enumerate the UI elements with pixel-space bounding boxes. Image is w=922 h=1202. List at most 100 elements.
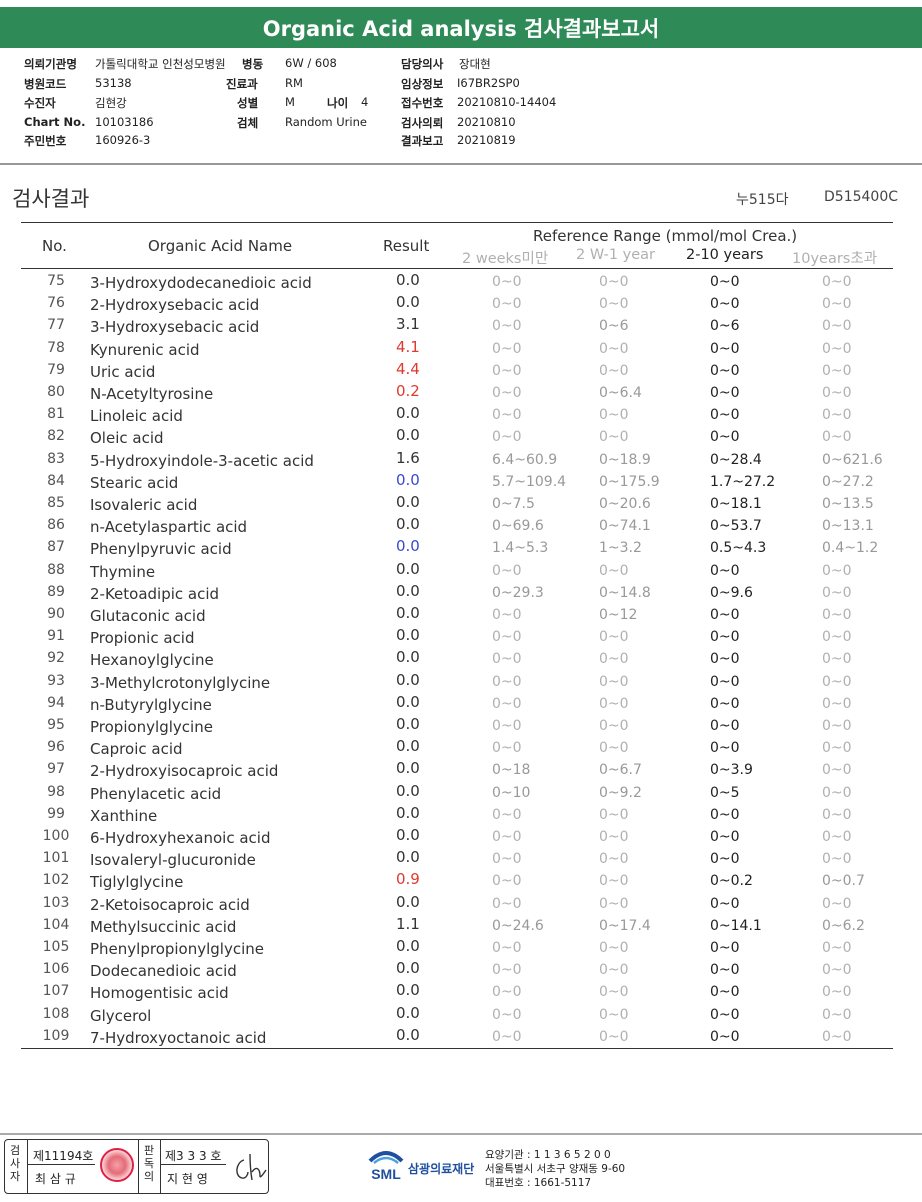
patient-label: 수진자 [24,96,56,110]
reference-range-3: 0~0 [710,362,740,379]
reference-range-4: 0~0 [822,806,852,823]
table-row: 88 Thymine 0.0 0~0 0~0 0~0 0~0 [0,560,922,582]
reference-range-1: 0~0 [492,962,522,979]
row-number: 93 [47,672,65,689]
reference-range-2: 0~0 [599,673,629,690]
row-number: 94 [47,694,65,711]
reference-range-1: 0~0 [492,429,522,446]
reference-range-3: 1.7~27.2 [710,473,776,490]
ref-col-3: 10years초과 [792,251,878,267]
reference-range-1: 0~29.3 [492,584,544,601]
acid-name: Methylsuccinic acid [90,917,237,936]
code-b: D515400C [824,189,898,205]
reference-range-3: 0~0 [710,651,740,668]
reference-range-2: 0~0 [599,718,629,734]
reference-range-2: 0~6.4 [599,385,642,401]
id-label: 주민번호 [24,134,67,148]
acid-name: 3-Hydroxysebacic acid [90,318,260,337]
acid-name: 5-Hydroxyindole-3-acetic acid [90,451,314,470]
specimen-label: 검체 [237,116,259,130]
reference-range-4: 0~0 [822,429,852,446]
reference-range-3: 0~0 [710,984,740,1001]
reference-range-4: 0~0 [822,584,852,601]
reference-range-2: 0~175.9 [599,473,660,490]
institution-label: 의뢰기관명 [24,57,77,71]
reference-range-2: 0~0 [599,1006,629,1023]
reference-range-3: 0~0 [710,806,740,823]
row-number: 80 [47,384,65,400]
result-value: 1.6 [396,448,420,467]
reference-range-3: 0~0 [710,429,740,446]
reference-range-3: 0~14.1 [710,917,762,934]
table-row: 90 Glutaconic acid 0.0 0~0 0~12 0~0 0~0 [0,604,922,626]
sml-logo-text: SML [371,1166,401,1182]
reference-range-3: 0~0 [710,695,740,712]
col-no-header: No. [42,237,67,255]
row-number: 87 [47,539,65,556]
official-seal-icon [100,1148,134,1182]
acid-name: n-Acetylaspartic acid [90,518,248,537]
examiner-label: 검사자 [9,1144,21,1183]
clinical-label: 임상정보 [401,77,444,91]
reference-range-3: 0~0 [710,829,740,845]
reference-range-4: 0~0 [822,1006,852,1023]
reference-range-3: 0~0 [710,385,740,401]
acid-name: 3-Hydroxydodecanedioic acid [90,274,312,292]
reference-range-2: 0~18.9 [599,451,651,468]
hospital-code-label: 병원코드 [24,77,67,91]
reference-range-3: 0~0 [710,718,740,734]
table-row: 94 n-Butyrylglycine 0.0 0~0 0~0 0~0 0~0 [0,693,922,715]
acid-name: 2-Hydroxysebacic acid [90,296,260,315]
row-number: 97 [47,761,65,778]
table-row: 81 Linoleic acid 0.0 0~0 0~0 0~0 0~0 [0,404,922,426]
result-value: 0.0 [396,981,420,1000]
table-row: 100 6-Hydroxyhexanoic acid 0.0 0~0 0~0 0~0 0~0 [0,826,922,848]
table-row: 99 Xanthine 0.0 0~0 0~0 0~0 0~0 [0,804,922,826]
patient-value: 김현강 [95,96,127,110]
result-value: 0.0 [396,626,420,645]
receipt-value: 20210810-14404 [457,95,557,109]
brand-name: 삼광의료재단 [408,1162,475,1176]
reference-range-2: 0~0 [599,274,629,290]
reference-range-2: 0~0 [599,296,629,313]
result-value: 0.9 [396,870,420,889]
acid-name: 2-Hydroxyisocaproic acid [90,762,279,781]
table-row: 80 N-Acetyltyrosine 0.2 0~0 0~6.4 0~0 0~0 [0,382,922,404]
acid-name: Propionic acid [90,629,195,648]
row-number: 95 [47,717,65,733]
report-title: Organic Acid analysis 검사결과보고서 [0,0,922,48]
reference-range-4: 0~0 [822,296,852,313]
ref-col-2: 2-10 years [686,247,764,263]
row-number: 108 [42,1005,70,1022]
acid-name: Phenylpropionylglycine [90,940,265,958]
acid-name: Tiglylglycine [90,873,184,892]
ref-col-0: 2 weeks미만 [462,251,549,267]
reference-range-4: 0~0 [822,895,852,912]
row-number: 86 [47,517,65,534]
table-row: 82 Oleic acid 0.0 0~0 0~0 0~0 0~0 [0,426,922,448]
table-row: 96 Caproic acid 0.0 0~0 0~0 0~0 0~0 [0,737,922,759]
reviewer-name: 지 현 영 [167,1172,208,1186]
reference-range-1: 0~0 [492,895,522,912]
acid-name: Glutaconic acid [90,607,206,625]
col-ref-header: Reference Range (mmol/mol Crea.) [533,227,798,245]
dept-label: 진료과 [226,77,258,91]
reference-range-3: 0~0 [710,607,740,623]
result-value: 0.0 [396,781,420,800]
doctor-label: 담당의사 [401,57,444,71]
reference-range-4: 0~0 [822,673,852,690]
result-value: 1.1 [396,914,420,933]
acid-name: Dodecanedioic acid [90,962,237,981]
reference-range-2: 0~0 [599,1028,629,1045]
reference-range-4: 0~6.2 [822,917,865,934]
reference-range-4: 0~0 [822,629,852,646]
reference-range-4: 0~0 [822,651,852,668]
reference-range-1: 0~0 [492,607,522,623]
age-label: 나이 [327,96,349,110]
table-row: 98 Phenylacetic acid 0.0 0~10 0~9.2 0~5 0~0 [0,782,922,804]
footer-line-2: 서울특별시 서초구 양재동 9-60 [485,1163,626,1175]
reference-range-2: 0~0 [599,873,629,890]
request-label: 검사의뢰 [401,116,444,130]
acid-name: n-Butyrylglycine [90,695,212,714]
code-a: 누515다 [736,192,789,208]
